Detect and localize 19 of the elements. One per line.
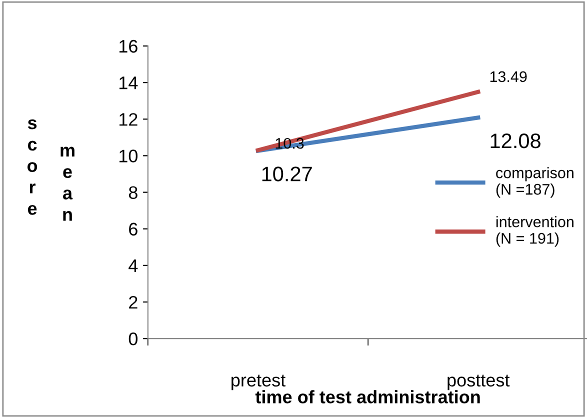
data-label: 10.27	[262, 166, 312, 182]
data-label: 12.08	[490, 134, 540, 148]
y-tick-label: 6	[129, 222, 138, 236]
text: score mean	[27, 119, 74, 221]
y-tick-label: 14	[119, 76, 138, 90]
data-label: 13.49	[490, 71, 527, 82]
legend-label: intervention (N = 191)	[496, 216, 574, 247]
legend-label: comparison (N =187)	[496, 167, 574, 198]
data-label: 10.3	[276, 138, 304, 149]
y-tick-label: 4	[128, 260, 138, 272]
y-tick-label: 12	[119, 113, 138, 126]
y-tick-label: 10	[119, 150, 138, 162]
y-tick-label: 16	[119, 40, 138, 53]
x-tick-label: posttest	[448, 374, 510, 390]
y-tick-label: 0	[128, 332, 138, 346]
x-axis-title: time of test administration	[255, 390, 480, 404]
y-tick-label: 8	[128, 186, 138, 199]
x-tick-label: pretest	[232, 374, 286, 390]
y-tick-label: 2	[129, 296, 138, 309]
